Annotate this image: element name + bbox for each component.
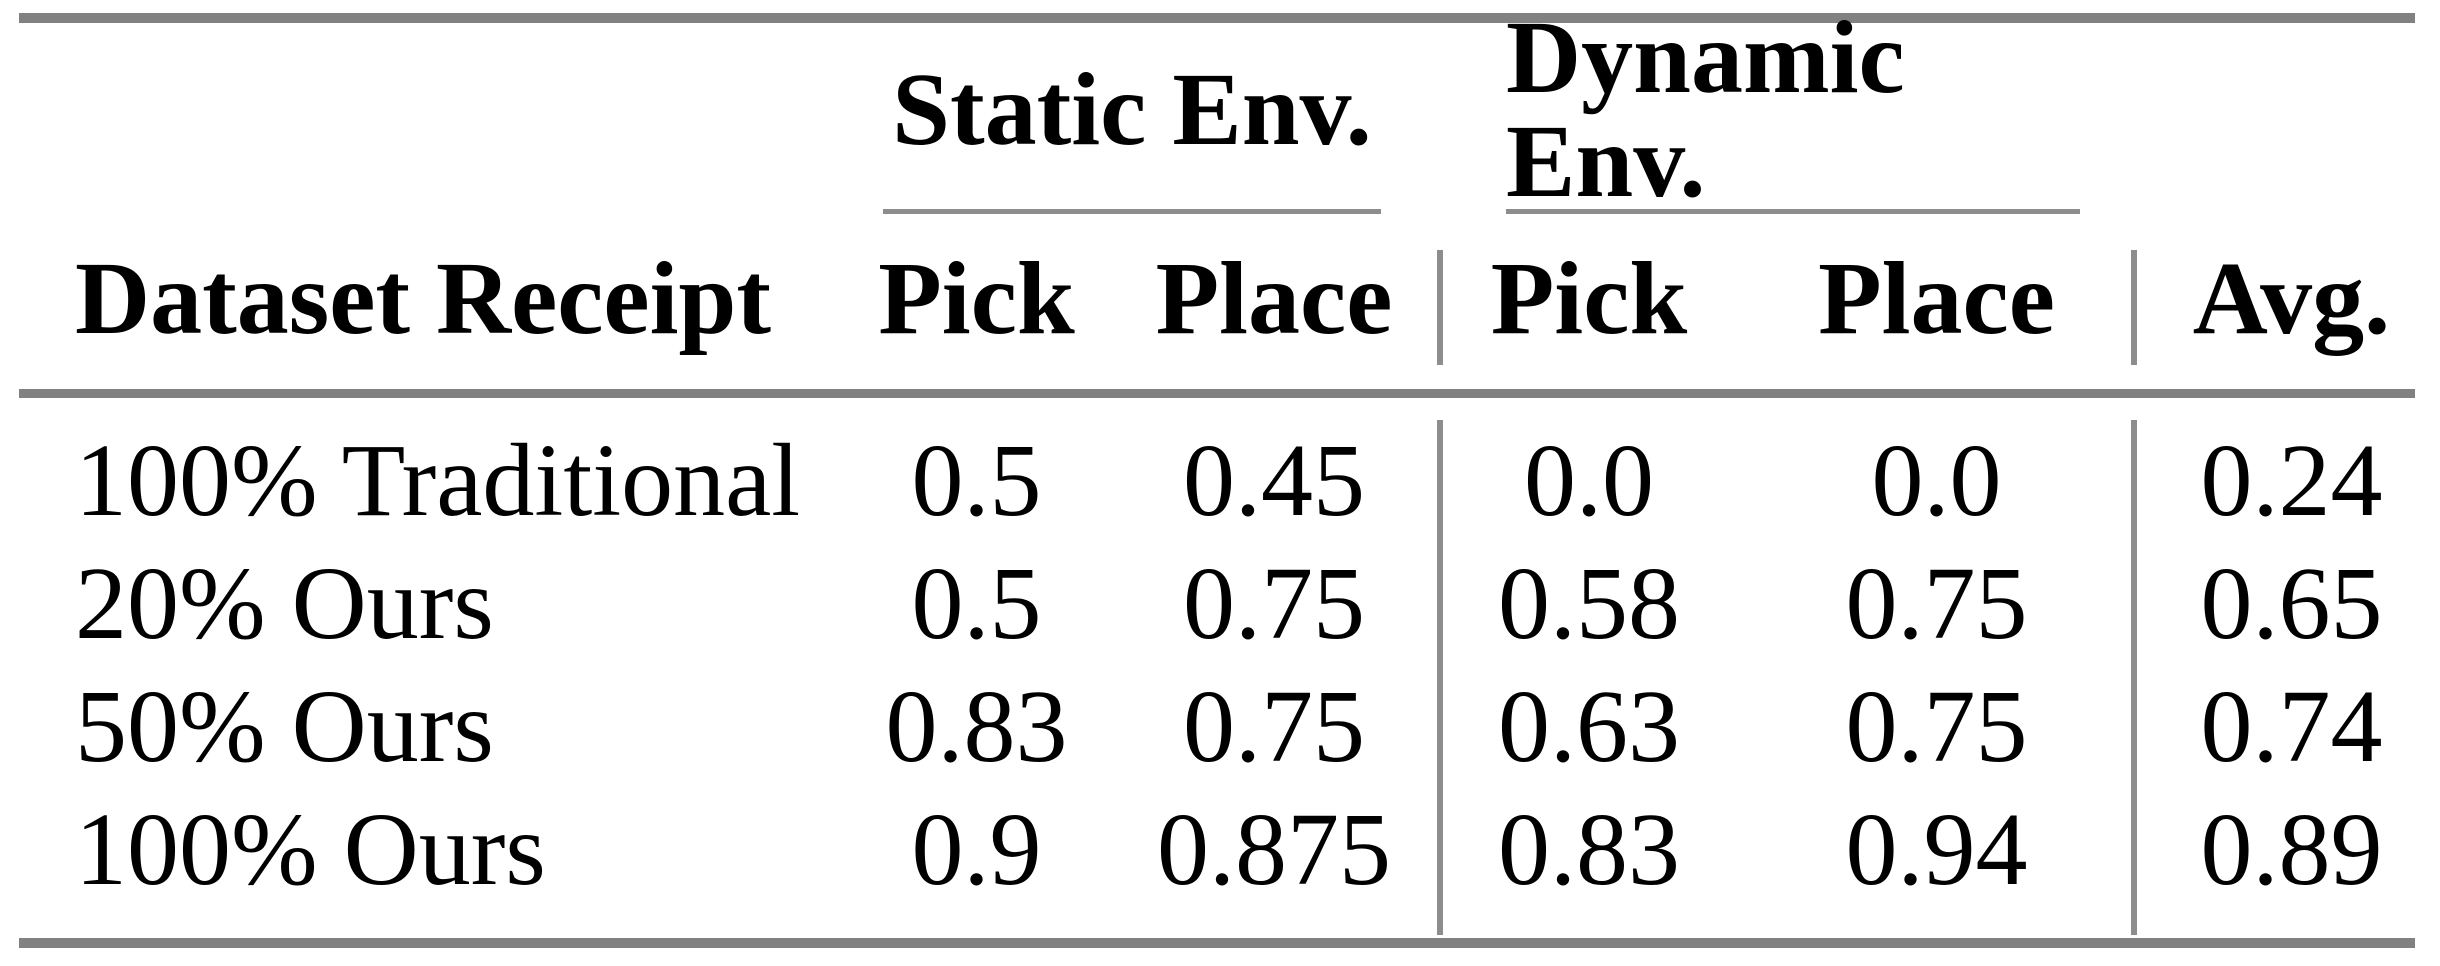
row-label: 50% Ours [75, 669, 494, 784]
column-header-static-pick: Pick [878, 241, 1075, 356]
cell-dynamic-place: 0.0 [1871, 423, 2002, 538]
cell-static-place: 0.875 [1157, 792, 1391, 907]
cell-dynamic-pick: 0.83 [1498, 792, 1680, 907]
cell-avg: 0.24 [2200, 423, 2383, 538]
cell-dynamic-pick: 0.0 [1524, 423, 1654, 538]
column-group-dynamic-env: Dynamic Env. [1506, 0, 1905, 219]
cell-static-pick: 0.83 [885, 669, 1068, 784]
static-env-cmidrule [883, 209, 1381, 214]
cell-static-place: 0.75 [1183, 669, 1365, 784]
cell-dynamic-place: 0.94 [1845, 792, 2028, 907]
cell-static-place: 0.45 [1183, 423, 1365, 538]
table-top-rule [19, 13, 2415, 23]
table-row: 100% Ours 0.9 0.875 0.83 0.94 0.89 [19, 785, 2415, 915]
cell-dynamic-pick: 0.58 [1498, 546, 1680, 661]
cell-dynamic-place: 0.75 [1845, 546, 2028, 661]
vertical-separator-dynamic-avg-body [2131, 420, 2137, 935]
column-header-dataset-receipt: Dataset Receipt [75, 241, 771, 356]
cell-static-pick: 0.9 [911, 792, 1042, 907]
column-header-dynamic-pick: Pick [1490, 241, 1688, 356]
vertical-separator-static-dynamic-header [1437, 250, 1443, 365]
column-header-dynamic-place: Place [1818, 241, 2055, 356]
cell-avg: 0.65 [2200, 546, 2383, 661]
table-row: 50% Ours 0.83 0.75 0.63 0.75 0.74 [19, 662, 2415, 792]
cell-dynamic-pick: 0.63 [1498, 669, 1680, 784]
row-label: 20% Ours [75, 546, 494, 661]
vertical-separator-static-dynamic-body [1437, 420, 1443, 935]
table-header-rule [19, 389, 2415, 398]
column-header-avg: Avg. [2192, 241, 2391, 356]
row-label: 100% Traditional [75, 423, 801, 538]
cell-dynamic-place: 0.75 [1845, 669, 2028, 784]
table-bottom-rule [19, 938, 2415, 948]
column-group-static-env: Static Env. [892, 52, 1372, 167]
table-header-row: Dataset Receipt Pick Place Pick Place Av… [19, 209, 2415, 389]
dynamic-env-cmidrule [1506, 209, 2080, 214]
cell-static-place: 0.75 [1183, 546, 1365, 661]
cell-avg: 0.89 [2200, 792, 2383, 907]
table-row: 20% Ours 0.5 0.75 0.58 0.75 0.65 [19, 539, 2415, 669]
cell-static-pick: 0.5 [911, 423, 1042, 538]
column-header-static-place: Place [1155, 241, 1393, 356]
table-row: 100% Traditional 0.5 0.45 0.0 0.0 0.24 [19, 416, 2415, 546]
cell-avg: 0.74 [2200, 669, 2383, 784]
vertical-separator-dynamic-avg-header [2131, 250, 2137, 365]
cell-static-pick: 0.5 [911, 546, 1042, 661]
row-label: 100% Ours [75, 792, 546, 907]
